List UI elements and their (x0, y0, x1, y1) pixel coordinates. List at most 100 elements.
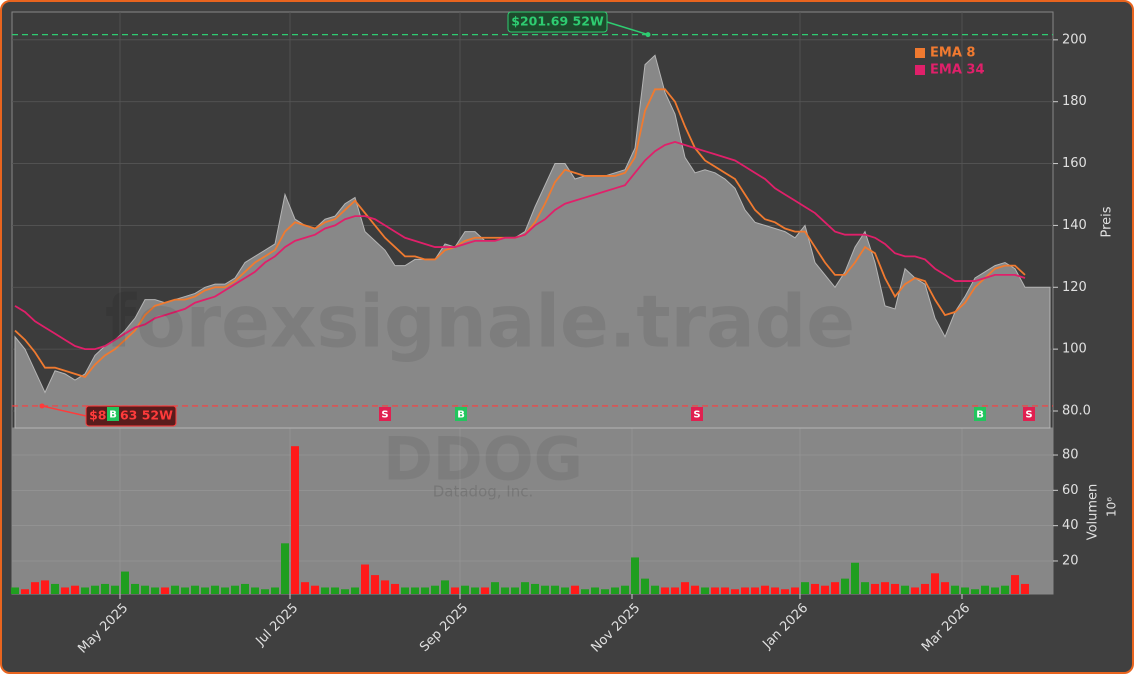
y-tick-label: 160 (1062, 156, 1087, 171)
volume-bar (141, 585, 149, 594)
annotation-label: $81.63 52W (89, 408, 173, 423)
volume-bar (241, 583, 249, 594)
volume-bar (311, 585, 319, 594)
volume-bar (881, 582, 889, 594)
legend-swatch (915, 48, 925, 58)
volume-bar (851, 562, 859, 594)
volume-bar (271, 587, 279, 594)
volume-bar (181, 587, 189, 594)
signal-marker (974, 407, 986, 421)
volume-bar (1001, 585, 1009, 594)
volume-bar (751, 587, 759, 594)
volume-bar (861, 582, 869, 594)
volume-bar (841, 578, 849, 594)
volume-bar (811, 583, 819, 594)
volume-bar (531, 583, 539, 594)
volume-bar (561, 587, 569, 594)
volume-bar (381, 580, 389, 594)
volume-axis-label: Volumen (1086, 484, 1101, 541)
annotation-arrow (41, 405, 87, 417)
signal-label: B (976, 410, 984, 421)
volume-bar (571, 585, 579, 594)
volume-bar (771, 587, 779, 594)
volume-bar (291, 446, 299, 594)
volume-bar (1021, 583, 1029, 594)
volume-bar (831, 582, 839, 594)
y-tick-label: 200 (1062, 32, 1087, 47)
annotation-label: $201.69 52W (511, 14, 604, 29)
volume-bar (1011, 575, 1019, 594)
volume-bar (691, 585, 699, 594)
watermark-ticker: DDOG (383, 425, 583, 495)
volume-bar (151, 587, 159, 594)
volume-bar (741, 587, 749, 594)
signal-label: B (109, 410, 117, 421)
volume-bar (431, 585, 439, 594)
volume-bar (821, 585, 829, 594)
volume-bar (451, 587, 459, 594)
volume-bar (521, 582, 529, 594)
legend-swatch (915, 65, 925, 75)
volume-bar (511, 587, 519, 594)
volume-bar (701, 587, 709, 594)
volume-bar (71, 585, 79, 594)
ema-line (14, 140, 1026, 351)
volume-bar (471, 587, 479, 594)
y-tick-label: 60 (1062, 483, 1079, 498)
volume-bar (501, 587, 509, 594)
volume-bar (721, 587, 729, 594)
volume-bar (931, 573, 939, 594)
volume-bar (711, 587, 719, 594)
volume-bar (191, 585, 199, 594)
signal-label: B (457, 410, 465, 421)
volume-bar (91, 585, 99, 594)
volume-bar (361, 564, 369, 594)
volume-bar (921, 583, 929, 594)
volume-offset-label: 10⁶ (1105, 497, 1119, 517)
volume-bar (731, 589, 739, 594)
y-tick-label: 40 (1062, 518, 1079, 533)
volume-bar (761, 585, 769, 594)
volume-bar (631, 557, 639, 594)
volume-bar (11, 587, 19, 594)
annotation-arrow (606, 21, 649, 36)
volume-bar (371, 575, 379, 594)
volume-bar (801, 582, 809, 594)
volume-bar (391, 583, 399, 594)
y-tick-label: 120 (1062, 280, 1087, 295)
volume-bar (941, 582, 949, 594)
price-area (14, 54, 1051, 429)
volume-bar (681, 582, 689, 594)
volume-bar (901, 585, 909, 594)
y-tick-label: 100 (1062, 342, 1087, 357)
volume-bar (21, 589, 29, 594)
legend-label: EMA 34 (930, 63, 985, 78)
price-axis-label: Preis (1100, 206, 1115, 237)
volume-bar (41, 580, 49, 594)
volume-bar (661, 587, 669, 594)
volume-bar (301, 582, 309, 594)
volume-bar (591, 587, 599, 594)
signal-label: S (693, 410, 700, 421)
volume-bar (351, 587, 359, 594)
volume-bar (401, 587, 409, 594)
y-tick-label: 20 (1062, 553, 1079, 568)
volume-bar (951, 585, 959, 594)
volume-bar (641, 578, 649, 594)
volume-bar (51, 583, 59, 594)
volume-bar (321, 587, 329, 594)
volume-bar (171, 585, 179, 594)
annotation-point (39, 403, 45, 409)
volume-bar (81, 587, 89, 594)
volume-bar (111, 585, 119, 594)
volume-bar (201, 587, 209, 594)
volume-bar (971, 589, 979, 594)
volume-bar (441, 580, 449, 594)
watermark-company: Datadog, Inc. (433, 483, 534, 501)
signal-label: S (381, 410, 388, 421)
volume-bar (491, 582, 499, 594)
volume-bar (981, 585, 989, 594)
volume-bar (61, 587, 69, 594)
signal-marker (1023, 407, 1035, 421)
